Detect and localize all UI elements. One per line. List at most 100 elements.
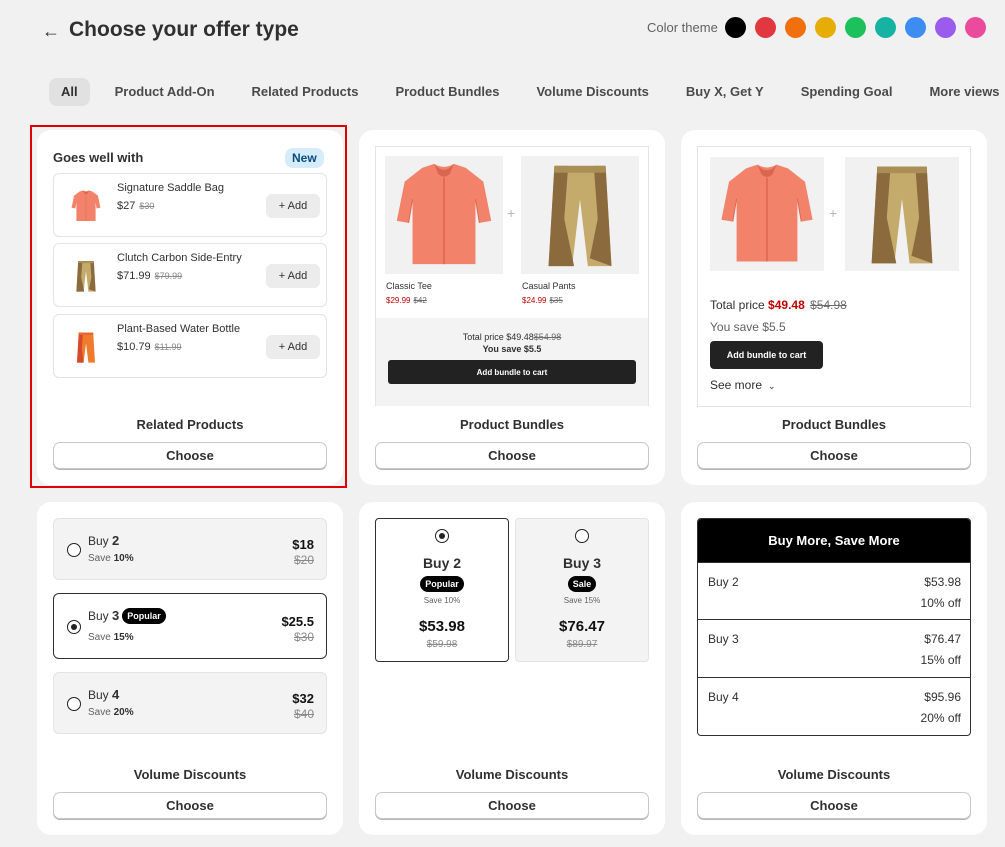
tile-save: Save 15%: [563, 596, 601, 605]
compare-price: $59.98: [426, 639, 458, 650]
total-price: Total price $49.48$54.98: [462, 332, 562, 342]
tab-buy-x-get-y[interactable]: Buy X, Get Y: [685, 84, 764, 99]
choose-button[interactable]: Choose: [697, 442, 971, 469]
pants-icon: [871, 166, 933, 264]
color-swatch[interactable]: [935, 17, 956, 38]
row-discount: 15% off: [920, 653, 961, 667]
volume-table-row[interactable]: Buy 3 $76.47 15% off: [698, 619, 970, 677]
related-item-name: Signature Saddle Bag: [117, 182, 225, 194]
choose-button[interactable]: Choose: [53, 442, 327, 469]
add-bundle-to-cart-button[interactable]: Add bundle to cart: [710, 341, 823, 369]
color-swatch[interactable]: [965, 17, 986, 38]
tab-product-add-on[interactable]: Product Add-On: [114, 84, 215, 99]
color-swatch[interactable]: [725, 17, 746, 38]
volume-save: Save 20%: [88, 707, 134, 718]
radio-button[interactable]: [67, 620, 81, 634]
compare-price: $20: [293, 553, 314, 567]
chevron-down-icon: ⌄: [768, 381, 776, 391]
volume-price: $25.5: [281, 614, 314, 629]
choose-button[interactable]: Choose: [53, 792, 327, 819]
choose-button[interactable]: Choose: [375, 442, 649, 469]
volume-tile[interactable]: Buy 3 Sale Save 15% $76.47 $89.97: [515, 518, 649, 662]
plus-icon: +: [829, 205, 838, 221]
row-discount: 20% off: [920, 711, 961, 725]
back-arrow-icon[interactable]: ←: [42, 21, 60, 41]
volume-title: Buy 3 Popular: [88, 608, 166, 624]
orange-pants-icon: [77, 332, 95, 363]
radio-button[interactable]: [575, 529, 589, 543]
choose-button[interactable]: Choose: [375, 792, 649, 819]
choose-button[interactable]: Choose: [697, 792, 971, 819]
tab-all[interactable]: All: [49, 78, 90, 106]
color-swatch[interactable]: [845, 17, 866, 38]
tab-volume-discounts[interactable]: Volume Discounts: [536, 84, 649, 99]
product-bundles-card: + Total price $49.48 $54.98 You save $5.…: [681, 130, 987, 485]
product-name: Casual Pants: [522, 281, 576, 291]
volume-table-row[interactable]: Buy 4 $95.96 20% off: [698, 677, 970, 735]
volume-discounts-card: Buy 2 Popular Save 10% $53.98 $59.98 Buy…: [359, 502, 665, 835]
volume-discounts-card: Buy 2 Save 10% $18 $20 Buy 3 Popular Save…: [37, 502, 343, 835]
tab-related-products[interactable]: Related Products: [251, 84, 359, 99]
row-label: Buy 2: [708, 575, 739, 589]
volume-option-selected[interactable]: Buy 3 Popular Save 15% $25.5 $30: [53, 593, 327, 659]
radio-button[interactable]: [435, 529, 449, 543]
add-button[interactable]: + Add: [266, 335, 320, 359]
compare-price: $79.99: [154, 271, 183, 281]
color-theme-swatches: [725, 17, 986, 38]
pants-icon: [76, 261, 96, 292]
tile-save: Save 10%: [423, 596, 461, 605]
volume-tile-selected[interactable]: Buy 2 Popular Save 10% $53.98 $59.98: [375, 518, 509, 662]
total-price: Total price $49.48 $54.98: [710, 298, 847, 312]
plus-icon: +: [507, 205, 516, 221]
shirt-icon: [396, 163, 492, 265]
you-save: You save $5.5: [482, 344, 542, 354]
related-item-price: $71.99 $79.99: [117, 270, 183, 282]
card-label: Product Bundles: [459, 417, 564, 432]
tile-price: $76.47: [559, 618, 605, 635]
popular-badge: Popular: [420, 576, 464, 592]
radio-button[interactable]: [67, 697, 81, 711]
color-swatch[interactable]: [875, 17, 896, 38]
color-swatch[interactable]: [785, 17, 806, 38]
add-bundle-to-cart-button[interactable]: Add bundle to cart: [388, 360, 636, 384]
volume-table: Buy More, Save More Buy 2 $53.98 10% off…: [697, 518, 971, 736]
pants-icon: [548, 165, 612, 267]
tile-title: Buy 2: [422, 555, 462, 571]
volume-table-row[interactable]: Buy 2 $53.98 10% off: [698, 562, 970, 620]
related-heading: Goes well with: [53, 150, 144, 165]
volume-save: Save 15%: [88, 632, 134, 643]
row-price: $95.96: [924, 690, 961, 704]
related-item-name: Clutch Carbon Side-Entry: [117, 252, 242, 264]
new-badge: New: [285, 148, 324, 168]
shirt-icon: [720, 163, 814, 263]
add-button[interactable]: + Add: [266, 194, 320, 218]
color-swatch[interactable]: [815, 17, 836, 38]
related-products-card: Goes well with New Signature Saddle Bag …: [37, 130, 343, 485]
tab-spending-goal[interactable]: Spending Goal: [800, 84, 893, 99]
related-item: Clutch Carbon Side-Entry $71.99 $79.99 + …: [53, 243, 327, 307]
offer-type-tabs: All Product Add-On Related Products Prod…: [49, 78, 1005, 106]
bundle-preview: + Classic Tee $29.99 $42 Casual Pants $24…: [375, 146, 649, 406]
see-more-link[interactable]: See more ⌄: [710, 378, 776, 392]
tile-price: $53.98: [419, 618, 465, 635]
volume-option[interactable]: Buy 4 Save 20% $32 $40: [53, 672, 327, 734]
row-price: $53.98: [924, 575, 961, 589]
card-label: Volume Discounts: [777, 767, 891, 782]
card-label: Volume Discounts: [133, 767, 247, 782]
product-image: [385, 156, 503, 274]
related-item-price: $10.79 $11.99: [117, 341, 182, 353]
volume-option[interactable]: Buy 2 Save 10% $18 $20: [53, 518, 327, 580]
color-swatch[interactable]: [755, 17, 776, 38]
color-swatch[interactable]: [905, 17, 926, 38]
bundle-footer: Total price $49.48$54.98 You save $5.5 A…: [376, 318, 648, 406]
add-button[interactable]: + Add: [266, 264, 320, 288]
radio-button[interactable]: [67, 543, 81, 557]
tab-more-views[interactable]: More views⌄: [917, 78, 1005, 106]
tile-title: Buy 3: [562, 555, 602, 571]
product-price: $24.99 $35: [522, 296, 563, 305]
row-label: Buy 3: [708, 632, 739, 646]
you-save: You save $5.5: [710, 320, 786, 334]
related-item: Plant-Based Water Bottle $10.79 $11.99 + …: [53, 314, 327, 378]
tab-product-bundles[interactable]: Product Bundles: [395, 84, 500, 99]
compare-price: $89.97: [566, 639, 598, 650]
